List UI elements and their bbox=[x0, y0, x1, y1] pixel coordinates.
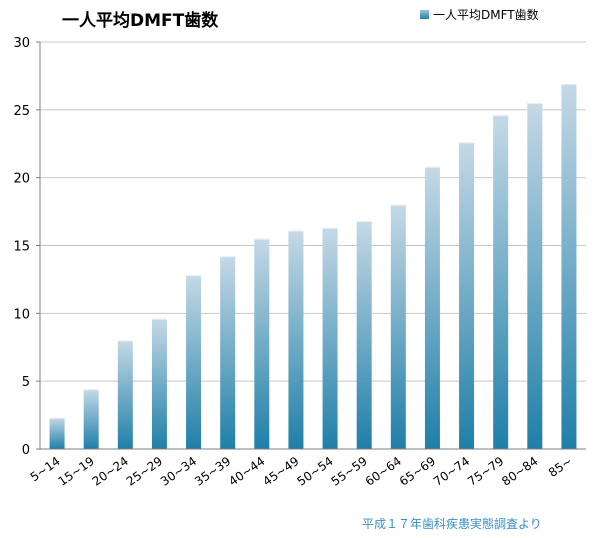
x-tick-label: 75~79 bbox=[465, 454, 506, 489]
bar bbox=[83, 389, 99, 449]
bar bbox=[151, 318, 167, 449]
x-tick-label: 65~69 bbox=[397, 454, 438, 489]
legend: 一人平均DMFT歯数 bbox=[420, 6, 539, 23]
source-note: 平成１７年歯科疾患実態調査より bbox=[362, 517, 542, 531]
y-tick-label: 10 bbox=[13, 307, 30, 322]
bar bbox=[356, 221, 372, 449]
bar bbox=[561, 84, 577, 449]
x-tick-label: 50~54 bbox=[295, 454, 336, 489]
x-tick-label: 85~ bbox=[546, 454, 575, 480]
x-tick-label: 15~19 bbox=[56, 454, 97, 489]
bar bbox=[117, 340, 133, 449]
bar bbox=[254, 238, 270, 449]
x-tick-label: 55~59 bbox=[329, 454, 370, 489]
x-tick-label: 60~64 bbox=[363, 454, 404, 489]
bar bbox=[49, 417, 65, 449]
legend-swatch bbox=[420, 10, 429, 19]
x-tick-label: 30~34 bbox=[158, 454, 199, 489]
x-tick-label: 20~24 bbox=[90, 454, 131, 489]
y-tick-label: 0 bbox=[22, 443, 30, 458]
y-tick-label: 20 bbox=[13, 172, 30, 187]
bar bbox=[424, 166, 440, 449]
x-tick-label: 80~84 bbox=[499, 454, 540, 489]
bar bbox=[390, 204, 406, 449]
bar bbox=[322, 227, 338, 449]
bar bbox=[459, 142, 475, 450]
y-tick-label: 25 bbox=[13, 104, 30, 119]
y-tick-label: 30 bbox=[13, 36, 30, 51]
y-tick-label: 15 bbox=[13, 240, 30, 255]
bar bbox=[186, 275, 202, 449]
x-tick-label: 70~74 bbox=[431, 454, 472, 489]
legend-label: 一人平均DMFT歯数 bbox=[433, 8, 539, 22]
x-tick-label: 40~44 bbox=[226, 454, 267, 489]
bar bbox=[220, 256, 236, 449]
y-tick-label: 5 bbox=[22, 375, 30, 390]
chart-title: 一人平均DMFT歯数 bbox=[62, 11, 219, 31]
x-tick-label: 35~39 bbox=[192, 454, 233, 489]
x-tick-label: 45~49 bbox=[260, 454, 301, 489]
bar bbox=[527, 103, 543, 450]
bar bbox=[493, 115, 509, 449]
bar bbox=[288, 230, 304, 449]
x-tick-label: 25~29 bbox=[124, 454, 165, 489]
